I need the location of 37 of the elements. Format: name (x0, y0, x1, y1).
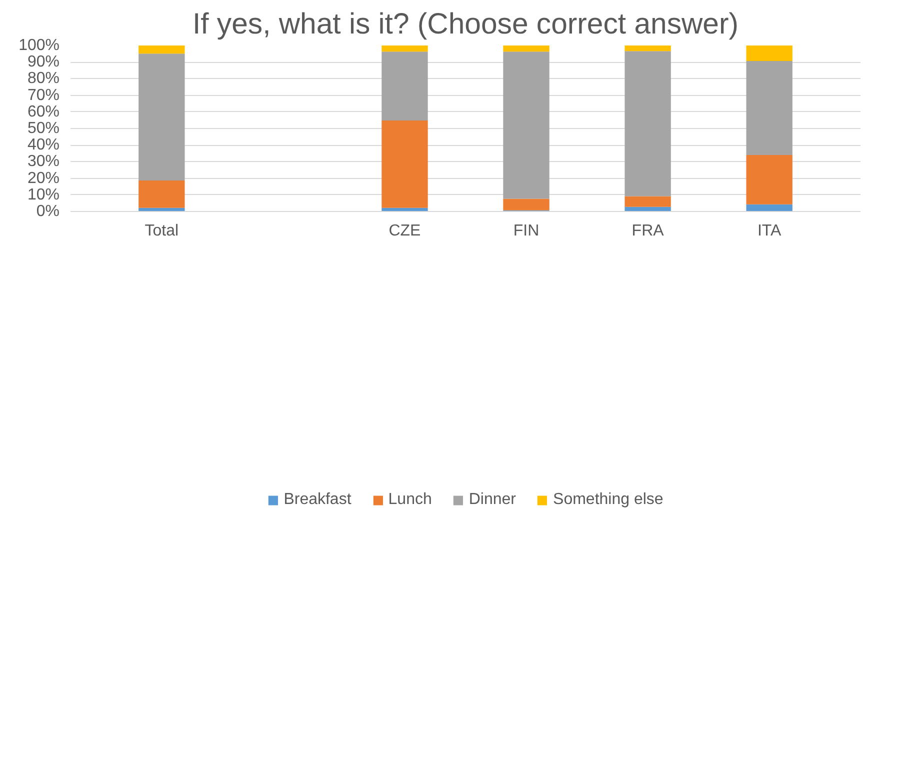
x-tick-label: FIN (513, 222, 540, 240)
chart-title: If yes, what is it? (Choose correct answer) (192, 8, 739, 40)
y-tick-label: 30% (27, 153, 60, 170)
bar (382, 120, 428, 208)
bar (746, 155, 792, 204)
y-tick-label: 10% (27, 186, 60, 204)
y-tick-label: 100% (18, 37, 60, 54)
x-tick-label: ITA (757, 222, 782, 240)
legend-label: Something else (553, 491, 664, 509)
y-tick-label: 20% (27, 170, 60, 187)
legend-label: Lunch (388, 491, 432, 509)
legend-label: Dinner (468, 491, 516, 509)
y-tick-label: 40% (27, 136, 60, 154)
bar (138, 54, 185, 180)
bar (624, 46, 671, 52)
x-tick-label: Total (144, 222, 179, 240)
bar (138, 46, 185, 54)
y-tick-label: 80% (27, 70, 60, 88)
bar (503, 52, 550, 199)
x-tick-label: FRA (632, 222, 664, 240)
bar (503, 46, 550, 52)
bar (746, 46, 792, 61)
bar (138, 180, 185, 208)
bar (503, 198, 550, 210)
y-tick-label: 0% (36, 203, 60, 220)
bar (382, 52, 428, 121)
y-tick-label: 90% (27, 54, 60, 71)
legend-label: Breakfast (284, 491, 352, 509)
y-tick-label: 50% (27, 120, 60, 137)
bar (382, 46, 428, 52)
y-tick-label: 60% (27, 103, 60, 120)
bar (746, 204, 792, 212)
y-tick-label: 70% (27, 86, 60, 104)
bar (746, 60, 792, 156)
x-tick-label: CZE (388, 222, 421, 240)
bar (624, 196, 671, 207)
bar (624, 51, 671, 196)
